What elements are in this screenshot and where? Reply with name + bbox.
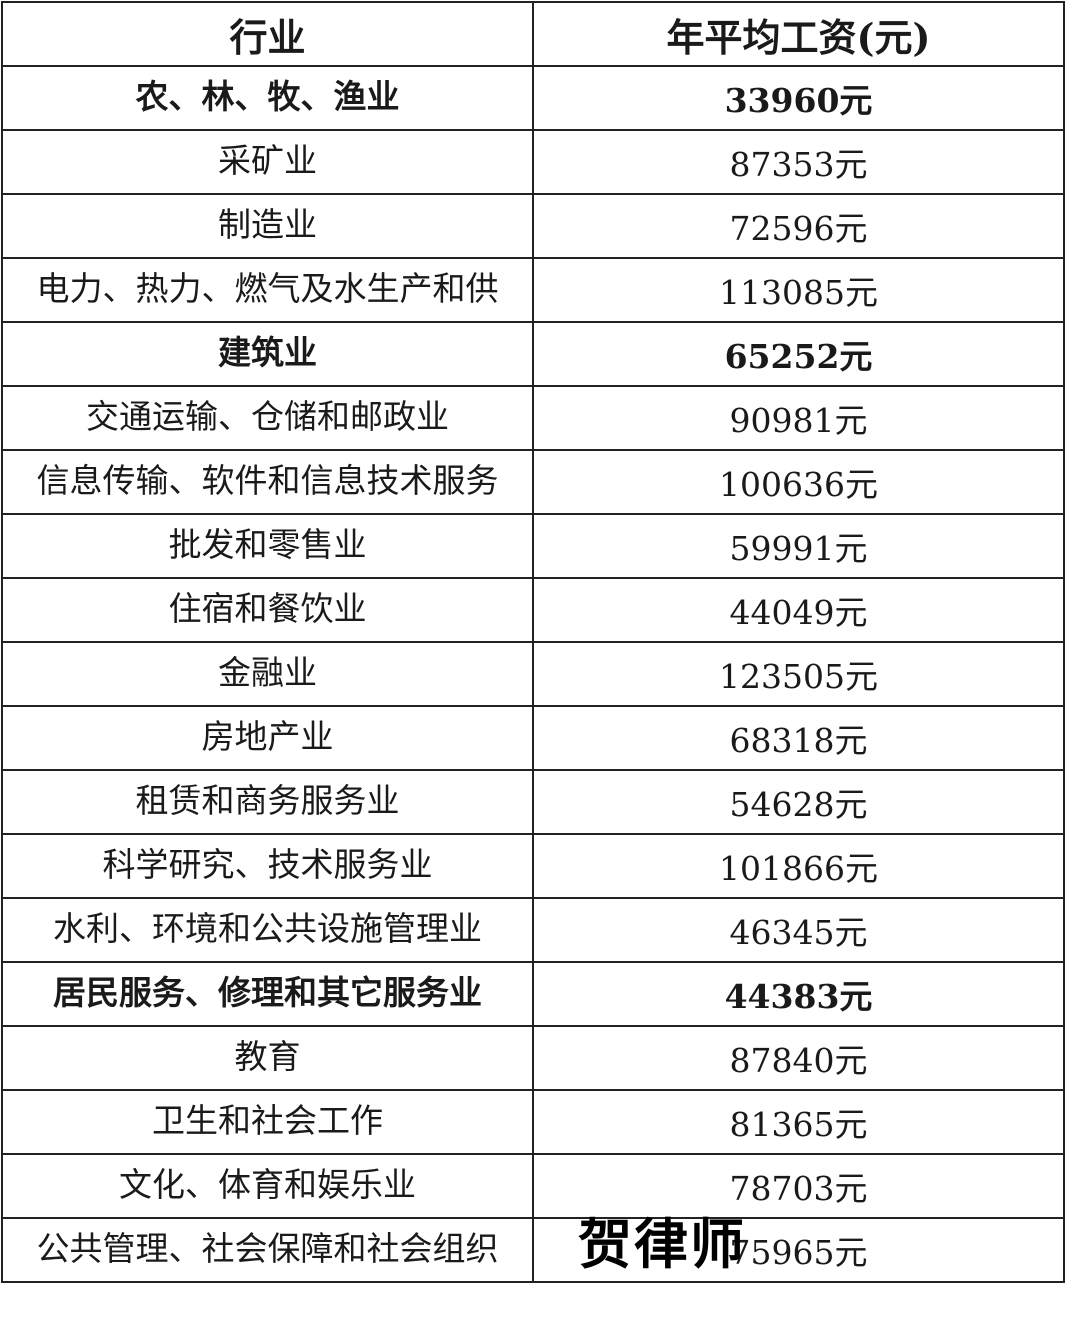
table-row: 批发和零售业 59991元 — [1, 513, 1065, 579]
watermark: 贺律师 — [578, 1212, 746, 1276]
industry-name: 教育 — [234, 1037, 301, 1076]
industry-name: 科学研究、技术服务业 — [102, 845, 433, 884]
header-industry: 行业 — [1, 1, 534, 67]
salary-cell: 72596元 — [532, 193, 1065, 259]
industry-cell: 金融业 — [1, 641, 534, 707]
industry-cell: 交通运输、仓储和邮政业 — [1, 385, 534, 451]
salary-cell: 68318元 — [532, 705, 1065, 771]
industry-name: 租赁和商务服务业 — [135, 781, 400, 820]
salary-cell: 44383元 — [532, 961, 1065, 1027]
industry-name: 文化、体育和娱乐业 — [119, 1165, 416, 1204]
salary-cell: 54628元 — [532, 769, 1065, 835]
industry-cell: 农、林、牧、渔业 — [1, 65, 534, 131]
industry-name: 电力、热力、燃气及水生产和供应业 — [36, 269, 499, 308]
table-row: 采矿业 87353元 — [1, 129, 1065, 195]
industry-name: 水利、环境和公共设施管理业 — [53, 909, 482, 948]
industry-cell: 住宿和餐饮业 — [1, 577, 534, 643]
table-row: 交通运输、仓储和邮政业 90981元 — [1, 385, 1065, 451]
salary-cell: 100636元 — [532, 449, 1065, 515]
salary-cell: 87353元 — [532, 129, 1065, 195]
industry-name: 房地产业 — [201, 717, 334, 756]
table-row: 文化、体育和娱乐业 78703元 — [1, 1153, 1065, 1219]
industry-cell: 房地产业 — [1, 705, 534, 771]
industry-name: 金融业 — [218, 653, 317, 692]
industry-cell: 教育 — [1, 1025, 534, 1091]
table-row: 房地产业 68318元 — [1, 705, 1065, 771]
salary-cell: 87840元 — [532, 1025, 1065, 1091]
industry-name: 批发和零售业 — [168, 525, 367, 564]
industry-cell: 卫生和社会工作 — [1, 1089, 534, 1155]
industry-cell: 水利、环境和公共设施管理业 — [1, 897, 534, 963]
industry-cell: 居民服务、修理和其它服务业 — [1, 961, 534, 1027]
industry-name: 公共管理、社会保障和社会组织 — [36, 1229, 499, 1268]
table-row: 水利、环境和公共设施管理业 46345元 — [1, 897, 1065, 963]
industry-cell: 文化、体育和娱乐业 — [1, 1153, 534, 1219]
industry-cell: 租赁和商务服务业 — [1, 769, 534, 835]
industry-cell: 建筑业 — [1, 321, 534, 387]
industry-name: 农、林、牧、渔业 — [135, 77, 400, 116]
industry-name: 交通运输、仓储和邮政业 — [86, 397, 449, 436]
salary-table: 行业 年平均工资(元) 农、林、牧、渔业 33960元采矿业 87353元制造业 72… — [1, 1, 1065, 1283]
table-row: 卫生和社会工作 81365元 — [1, 1089, 1065, 1155]
salary-cell: 81365元 — [532, 1089, 1065, 1155]
industry-name: 制造业 — [218, 205, 317, 244]
table-row: 住宿和餐饮业 44049元 — [1, 577, 1065, 643]
industry-name: 卫生和社会工作 — [152, 1101, 383, 1140]
industry-name: 居民服务、修理和其它服务业 — [53, 973, 482, 1012]
industry-cell: 批发和零售业 — [1, 513, 534, 579]
salary-cell: 90981元 — [532, 385, 1065, 451]
salary-cell: 101866元 — [532, 833, 1065, 899]
industry-cell: 电力、热力、燃气及水生产和供应业 — [1, 257, 534, 323]
industry-name: 住宿和餐饮业 — [168, 589, 367, 628]
table-row: 居民服务、修理和其它服务业 44383元 — [1, 961, 1065, 1027]
salary-cell: 65252元 — [532, 321, 1065, 387]
salary-cell: 59991元 — [532, 513, 1065, 579]
salary-cell: 75965元 — [532, 1217, 1065, 1283]
table-row: 金融业 123505元 — [1, 641, 1065, 707]
salary-cell: 113085元 — [532, 257, 1065, 323]
salary-cell: 44049元 — [532, 577, 1065, 643]
industry-cell: 信息传输、软件和信息技术服务业 — [1, 449, 534, 515]
table-row: 科学研究、技术服务业 101866元 — [1, 833, 1065, 899]
table-header-row: 行业 年平均工资(元) — [1, 1, 1065, 67]
header-salary: 年平均工资(元) — [532, 1, 1065, 67]
table-row: 信息传输、软件和信息技术服务业 100636元 — [1, 449, 1065, 515]
salary-cell: 78703元 — [532, 1153, 1065, 1219]
table-row: 租赁和商务服务业 54628元 — [1, 769, 1065, 835]
table-row: 教育 87840元 — [1, 1025, 1065, 1091]
salary-cell: 46345元 — [532, 897, 1065, 963]
salary-cell: 33960元 — [532, 65, 1065, 131]
table-row: 建筑业 65252元 — [1, 321, 1065, 387]
industry-name: 建筑业 — [218, 333, 317, 372]
salary-cell: 123505元 — [532, 641, 1065, 707]
table-row: 农、林、牧、渔业 33960元 — [1, 65, 1065, 131]
table-row: 制造业 72596元 — [1, 193, 1065, 259]
industry-name: 采矿业 — [218, 141, 317, 180]
industry-name: 信息传输、软件和信息技术服务业 — [36, 461, 499, 500]
industry-cell: 制造业 — [1, 193, 534, 259]
industry-cell: 科学研究、技术服务业 — [1, 833, 534, 899]
table-row: 公共管理、社会保障和社会组织 75965元 — [1, 1217, 1065, 1283]
industry-cell: 公共管理、社会保障和社会组织 — [1, 1217, 534, 1283]
table-row: 电力、热力、燃气及水生产和供应业 113085元 — [1, 257, 1065, 323]
industry-cell: 采矿业 — [1, 129, 534, 195]
